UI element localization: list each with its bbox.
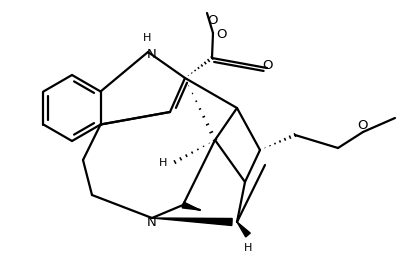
Polygon shape (152, 218, 231, 226)
Text: N: N (147, 216, 157, 230)
Text: H: H (243, 243, 252, 253)
Polygon shape (236, 222, 249, 237)
Text: H: H (158, 158, 167, 168)
Polygon shape (182, 202, 200, 210)
Text: O: O (357, 118, 367, 132)
Text: O: O (262, 58, 272, 72)
Text: O: O (207, 14, 218, 26)
Text: H: H (142, 33, 151, 43)
Text: O: O (216, 28, 227, 41)
Text: N: N (147, 47, 157, 61)
